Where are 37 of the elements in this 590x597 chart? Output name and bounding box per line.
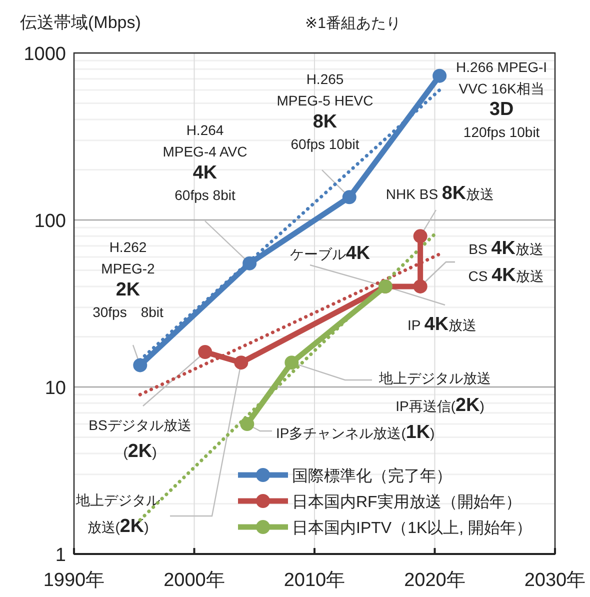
y-tick-label: 1000 [24,44,66,65]
point [284,356,299,370]
point [198,345,212,360]
x-tick-label: 2030年 [524,570,586,591]
x-tick-label: 2000年 [164,570,225,591]
x-tick-label: 2010年 [284,570,346,591]
annotation: H.264 MPEG-4 AVC 4K 60fps 8bit [162,122,248,204]
annotation: BSデジタル放送 (2K) [88,417,192,462]
point [342,190,356,204]
point [242,256,257,270]
point [234,356,248,370]
annotation: 地上デジタル放送 [378,370,491,386]
y-tick-label: 100 [34,211,66,232]
point [133,358,148,372]
legend-label: 国際標準化（完了年） [292,467,452,485]
text: ※1番組あたり [305,15,401,32]
legend-label: 日本国内RF実用放送（開始年） [292,493,522,511]
annotation: H.265 MPEG-5 HEVC 8K 60fps 10bit [276,71,374,152]
annotation: NHK BS 8K放送 [386,183,494,204]
annotation: CS 4K放送 [468,265,544,286]
point [240,417,254,432]
x-tick-label: 2020年 [404,570,466,591]
annotation: IP多チャンネル放送(1K) [276,422,435,443]
y-axis-title: 伝送帯域(Mbps) [20,13,141,32]
y-tick-label: 10 [44,378,66,399]
y-tick-label: 1 [55,545,66,566]
x-tick-label: 1990年 [43,570,105,591]
annotation: IP 4K放送 [407,314,477,335]
annotation: IP再送信(2K) [396,395,484,416]
point [413,229,428,244]
annotation: H.262 MPEG-2 2K 30fps 8bit [92,239,164,320]
point [413,279,428,294]
annotation: ケーブル4K [290,243,370,264]
point [432,68,447,83]
annotation: H.266 MPEG-I VVC 16K相当 3D 120fps 10bit [456,58,548,140]
legend-label: 日本国内IPTV（1K以上, 開始年） [292,519,532,537]
annotation: BS 4K放送 [468,238,544,259]
